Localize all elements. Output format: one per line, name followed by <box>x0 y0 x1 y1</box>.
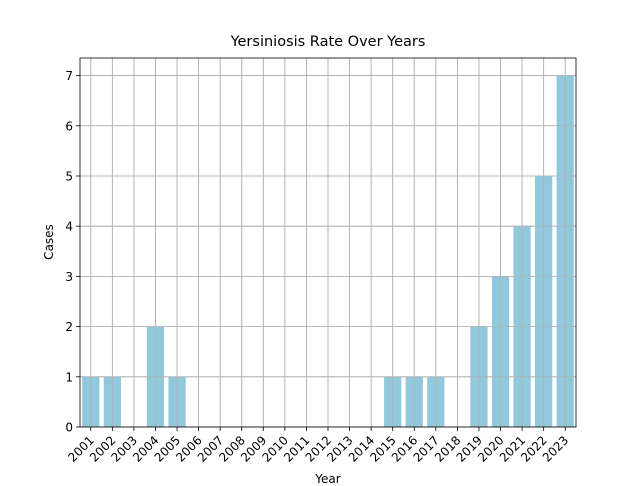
y-tick-label: 7 <box>65 69 73 83</box>
y-tick-label: 3 <box>65 270 73 284</box>
y-tick-label: 6 <box>65 119 73 133</box>
y-tick-label: 0 <box>65 421 73 435</box>
ticks: 0123456720012002200320042005200620072008… <box>65 69 571 465</box>
chart-title: Yersiniosis Rate Over Years <box>230 34 426 50</box>
y-tick-label: 2 <box>65 320 73 334</box>
y-tick-label: 1 <box>65 370 73 384</box>
y-tick-label: 5 <box>65 169 73 183</box>
bars <box>80 58 576 428</box>
y-tick-label: 4 <box>65 220 73 234</box>
